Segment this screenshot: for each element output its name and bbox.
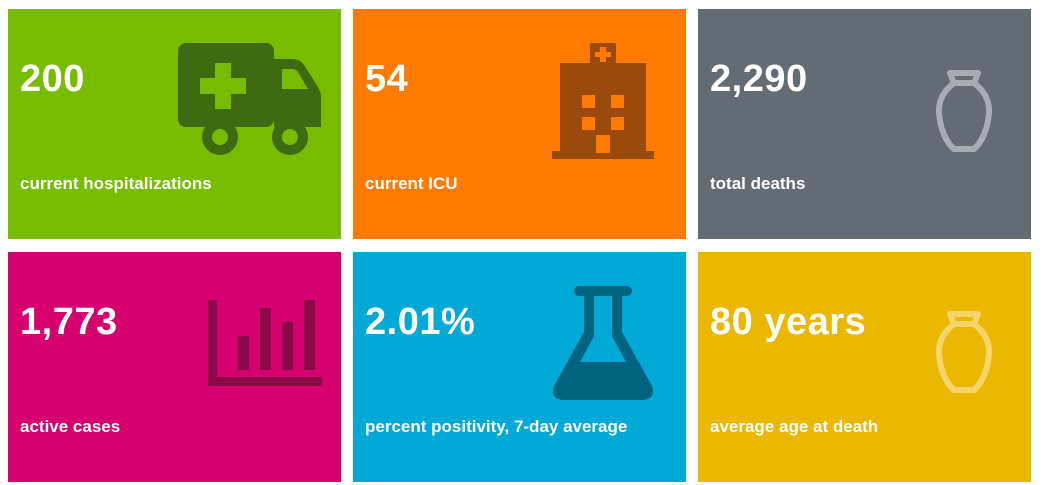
flask-icon [553, 286, 653, 400]
bar-chart-icon [208, 300, 322, 386]
stat-label: current ICU [365, 174, 458, 193]
stat-value: 200 [20, 58, 85, 100]
stat-label: current hospitalizations [20, 174, 212, 193]
stat-value: 2.01% [365, 301, 476, 343]
stat-label: total deaths [710, 174, 806, 193]
ambulance-icon [178, 43, 321, 155]
tile-total-deaths: 2,290 total deaths [698, 9, 1031, 239]
tile-average-age-at-death: 80 years average age at death [698, 252, 1031, 482]
urn-icon [935, 311, 993, 393]
stat-value: 2,290 [710, 58, 808, 100]
stat-label: average age at death [710, 417, 879, 436]
urn-icon [935, 70, 993, 152]
stat-label: active cases [20, 417, 121, 436]
stat-value: 1,773 [20, 301, 118, 343]
stat-value: 54 [365, 58, 409, 100]
tile-percent-positivity: 2.01% percent positivity, 7-day average [353, 252, 686, 482]
hospital-icon [552, 43, 654, 159]
stat-label: percent positivity, 7-day average [365, 417, 628, 436]
tile-current-hospitalizations: 200 current hospitalizations [8, 9, 341, 239]
stat-value: 80 years [710, 301, 867, 343]
tile-active-cases: 1,773 active cases [8, 252, 341, 482]
tile-current-icu: 54 current ICU [353, 9, 686, 239]
